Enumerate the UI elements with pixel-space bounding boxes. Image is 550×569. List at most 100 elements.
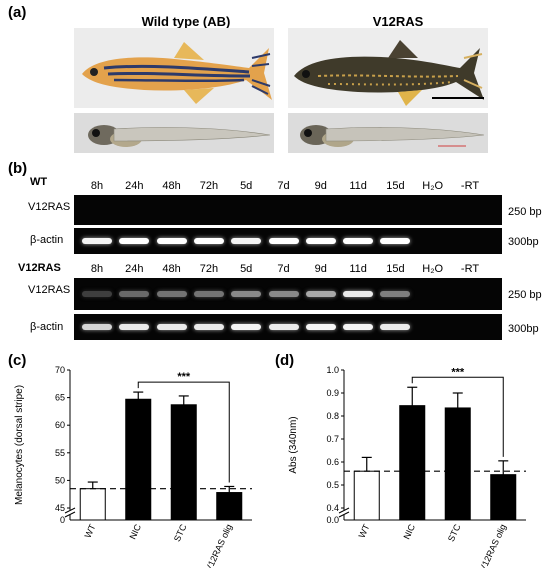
y-tick-label: 0.5 [326, 480, 339, 490]
bar [170, 404, 197, 521]
y-tick-label: 45 [55, 503, 65, 513]
x-tick-label: NIC [127, 522, 143, 541]
y-tick-label: 0.6 [326, 457, 339, 467]
lane-label: 48h [162, 180, 181, 192]
y-tick-label: 60 [55, 420, 65, 430]
v12ras-v12ras-row-label: V12RAS [28, 284, 71, 296]
gel-band [82, 291, 112, 297]
gel-band [119, 238, 150, 244]
wt-v12ras-bp: 250 bp [508, 206, 542, 218]
lane-label: 11d [349, 263, 367, 275]
significance-bracket [411, 376, 504, 457]
axis-break-mark [338, 507, 350, 518]
lane-label: 15d [386, 263, 405, 275]
gel-band [193, 238, 224, 244]
lane-headers-wt: 8h 24h 48h 72h 5d 7d 9d 11d 15d H₂O -RT [0, 180, 550, 194]
gel-band [380, 291, 411, 297]
bar [444, 407, 471, 521]
v12ras-adult-photo [288, 28, 488, 108]
gel-band [193, 324, 224, 330]
gel-band [156, 291, 187, 297]
bar [490, 474, 517, 521]
y-axis-label: Abs (340nm) [288, 416, 299, 473]
wild-type-larva-photo [74, 113, 274, 153]
axis-break-mark [64, 507, 76, 518]
y-tick-label: 1.0 [326, 365, 339, 375]
gel-band [343, 324, 374, 330]
gel-band [193, 291, 224, 297]
v12ras-title: V12RAS [372, 14, 424, 29]
x-tick-label: NIC [401, 522, 417, 541]
bar [353, 470, 380, 521]
lane-label: 11d [349, 180, 367, 192]
v12ras-bactin-bp: 300bp [508, 323, 539, 335]
panel-c-label: (c) [8, 352, 27, 369]
lane-label: 72h [199, 180, 219, 192]
significance-bracket [137, 381, 230, 483]
gel-wt-v12ras [74, 195, 502, 225]
melanocyte-bar-chart: Melanocytes (dorsal stripe) 45 50 55 60 65 70 0… [14, 365, 252, 568]
lane-label: -RT [460, 263, 480, 275]
lane-label: 7d [277, 263, 290, 275]
y-tick-label: 70 [55, 365, 65, 375]
significance-label: *** [451, 366, 465, 378]
gel-band [156, 238, 187, 244]
gel-v12ras-v12ras [74, 278, 502, 310]
x-tick-label: WT [83, 522, 98, 539]
gel-band [156, 324, 187, 330]
y-axis-label: Melanocytes (dorsal stripe) [14, 385, 25, 505]
gel-band [119, 324, 150, 330]
y-tick-label: 0.9 [326, 388, 339, 398]
gel-band [343, 291, 374, 297]
wild-type-title: Wild type (AB) [141, 14, 231, 29]
y-tick-label: 55 [55, 448, 65, 458]
lane-headers-v12ras: 8h 24h 48h 72h 5d 7d 9d 11d 15d H₂O -RT [0, 263, 550, 277]
x-tick-label: STC [446, 522, 463, 543]
lane-label: 48h [162, 263, 181, 275]
bar [399, 405, 426, 521]
gel-band [82, 324, 112, 330]
lane-label: 8h [90, 180, 104, 192]
gel-band [119, 291, 150, 297]
y-tick-label: 50 [55, 475, 65, 485]
bar [79, 488, 106, 521]
gel-band [305, 324, 336, 330]
x-tick-label: STC [172, 522, 189, 543]
gel-band [343, 238, 374, 244]
lane-label: 5d [240, 180, 253, 192]
lane-label: H₂O [422, 180, 444, 192]
v12ras-larva-photo [288, 113, 488, 153]
lane-label: 9d [314, 263, 327, 275]
gel-v12ras-bactin [74, 314, 502, 340]
wt-v12ras-row-label: V12RAS [28, 201, 71, 213]
lane-label: 5d [240, 263, 253, 275]
y-tick-label: 0.8 [326, 411, 339, 421]
wt-bactin-bp: 300bp [508, 236, 539, 248]
v12ras-bactin-row-label: β-actin [30, 321, 64, 333]
gel-band [380, 238, 411, 244]
lane-label: 9d [314, 180, 327, 192]
lane-label: 24h [125, 180, 144, 192]
lane-label: 24h [125, 263, 144, 275]
x-tick-label: WT [357, 522, 372, 539]
lane-label: H₂O [422, 263, 444, 275]
group-wt-label: WT [30, 176, 48, 188]
gel-band [268, 238, 299, 244]
v12ras-v12ras-bp: 250 bp [508, 289, 542, 301]
group-v12ras-label: V12RAS [18, 262, 61, 274]
panel-d-label: (d) [275, 352, 295, 369]
panel-a-label: (a) [8, 4, 27, 21]
bar [216, 492, 243, 521]
gel-band [268, 291, 299, 297]
y-tick-label-zero: 0 [60, 515, 65, 525]
lane-label: 7d [277, 180, 290, 192]
lane-label: 15d [386, 180, 405, 192]
lane-label: 72h [199, 263, 219, 275]
gel-band [231, 291, 262, 297]
y-tick-label: 65 [55, 393, 65, 403]
gel-band [268, 324, 299, 330]
gel-band [305, 238, 336, 244]
panel-b-label: (b) [8, 160, 28, 177]
gel-band [305, 291, 336, 297]
gel-band [380, 324, 411, 330]
